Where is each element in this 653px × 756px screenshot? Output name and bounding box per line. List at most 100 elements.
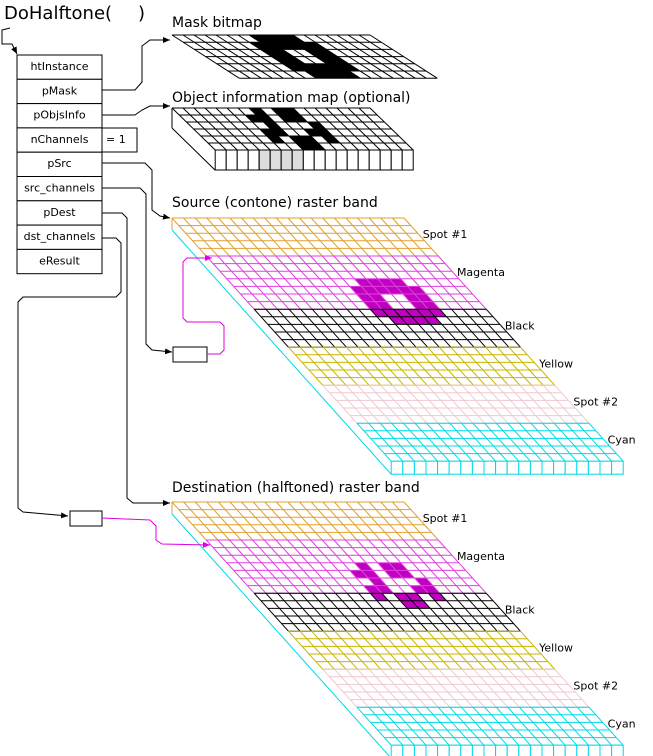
grid-line (414, 706, 450, 746)
grid-line (392, 501, 428, 541)
grid-line (451, 308, 487, 348)
grid-line (449, 384, 485, 424)
cell (377, 278, 397, 287)
grid-line (485, 592, 521, 632)
field-box (16, 176, 103, 202)
grid-line (206, 501, 242, 541)
grid-line (253, 308, 289, 348)
grid-line (485, 346, 521, 386)
front-cell (471, 744, 485, 756)
grid-line (310, 501, 346, 541)
front-cell (564, 460, 578, 475)
grid-line (404, 308, 440, 348)
cell (409, 301, 429, 310)
front-cell (425, 460, 439, 475)
front-cell (576, 744, 589, 756)
front-cell (483, 744, 497, 756)
grid-line (379, 422, 415, 462)
front-cell (413, 460, 427, 475)
grid-line (310, 255, 359, 310)
cell (414, 294, 433, 302)
object-map-title: Object information map (optional) (172, 90, 411, 106)
grid-line (391, 539, 441, 594)
front-cell (553, 744, 566, 756)
grid-line (437, 422, 473, 462)
grid-line (438, 384, 474, 424)
grid-line (281, 107, 326, 151)
grid-line (380, 501, 416, 541)
cell (263, 122, 282, 129)
grid-line (252, 255, 301, 310)
grid-line (334, 630, 370, 670)
grid-line (322, 501, 358, 541)
arrow (102, 103, 170, 116)
grid-line (334, 346, 370, 386)
destination-title: Destination (halftoned) raster band (172, 480, 420, 496)
grid-line (368, 706, 404, 746)
grid-line (346, 630, 382, 670)
grid-line (520, 630, 556, 670)
cell (363, 301, 382, 310)
grid-line (369, 34, 438, 79)
destination-band: Spot #1 Magenta Black Yellow Spot #2 Cyan (171, 501, 636, 756)
cell (271, 56, 294, 64)
grid-line (518, 422, 554, 462)
cell (304, 42, 327, 50)
grid-line (380, 630, 416, 670)
grid-line (437, 255, 487, 310)
grid-line (460, 706, 496, 746)
cell (423, 316, 442, 325)
front-cell (402, 460, 415, 475)
grid-line (204, 34, 273, 79)
plane-label: Cyan (608, 717, 636, 730)
front-cell (495, 744, 508, 756)
cell (338, 71, 361, 79)
grid-line (229, 539, 278, 594)
front-cell (587, 744, 601, 756)
cell (370, 309, 389, 317)
front-cell (611, 460, 624, 475)
grid-line (303, 107, 348, 151)
grid-line (576, 422, 612, 462)
front-cell (324, 149, 337, 171)
plane-label: Yellow (538, 641, 573, 654)
grid-line (553, 706, 589, 746)
grid-line (403, 539, 452, 594)
cell (249, 42, 272, 50)
cell (304, 63, 327, 71)
grid-line (404, 346, 440, 386)
front-cell (335, 149, 348, 171)
grid-line (392, 217, 428, 257)
cell (363, 585, 382, 594)
grid-line (241, 217, 277, 257)
grid-line (288, 592, 324, 632)
front-cell (390, 149, 403, 171)
plane-label: Spot #2 (573, 679, 618, 692)
grid-line (314, 107, 359, 151)
grid-line (531, 384, 567, 424)
grid-line (345, 217, 381, 257)
cell (368, 294, 387, 302)
front-cell (291, 149, 304, 171)
grid-line (356, 422, 392, 462)
grid-line (287, 217, 323, 257)
grid-line (347, 34, 416, 79)
grid-line (426, 539, 475, 594)
grid-line (311, 346, 347, 386)
grid-line (439, 592, 475, 632)
grid-line (358, 592, 394, 632)
front-cell (379, 149, 392, 171)
cell (384, 570, 403, 578)
cell (349, 570, 369, 578)
function-close: ) (138, 3, 145, 24)
cell (271, 35, 294, 43)
cell (299, 136, 318, 143)
cell (361, 570, 380, 578)
function-name: DoHalftone( (4, 3, 112, 24)
grid-line (299, 501, 335, 541)
grid-line (356, 255, 406, 310)
grid-line (240, 539, 290, 594)
grid-line (484, 384, 520, 424)
front-cell (425, 744, 439, 756)
